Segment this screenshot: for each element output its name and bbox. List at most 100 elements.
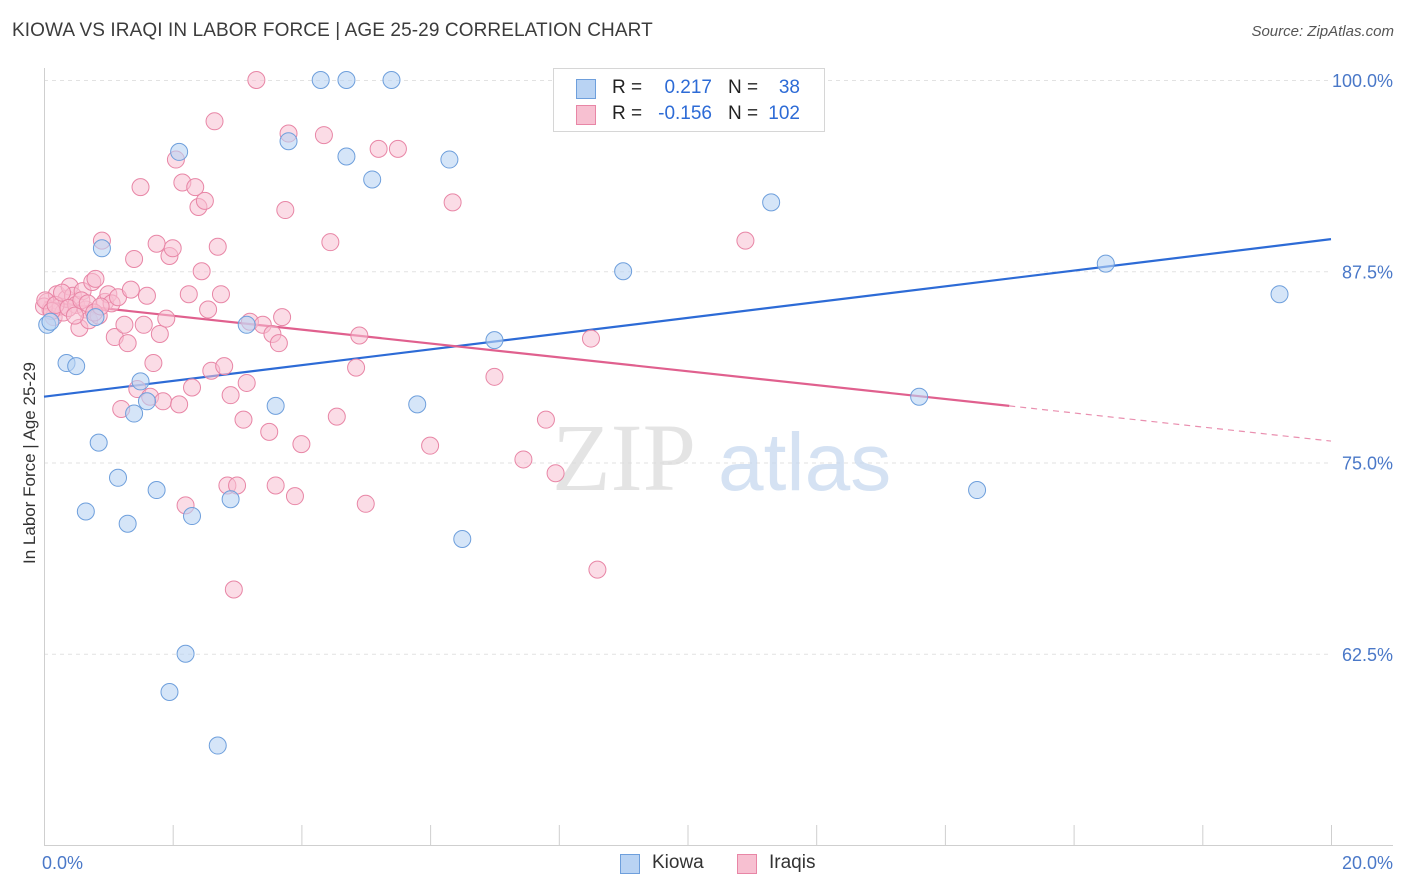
axes	[44, 68, 1393, 846]
x-tick-label: 20.0%	[1342, 853, 1393, 873]
y-axis-label: In Labor Force | Age 25-29	[20, 362, 39, 564]
iraqi-point	[65, 306, 84, 325]
iraqi-point	[266, 476, 285, 495]
kiowa-legend-swatch	[620, 854, 640, 874]
y-tick-label: 62.5%	[1342, 645, 1393, 665]
kiowa-point	[89, 433, 108, 452]
iraqi-point	[186, 178, 205, 197]
kiowa-point	[968, 481, 987, 500]
kiowa-point	[41, 312, 60, 331]
iraqi-point	[115, 315, 134, 334]
iraqi-point	[388, 139, 407, 158]
kiowa-legend-label: Kiowa	[652, 852, 704, 873]
iraqi-r-label: R =	[612, 103, 643, 124]
gridlines	[44, 80, 1331, 655]
kiowa-points	[38, 71, 1289, 755]
iraqi-point	[314, 126, 333, 145]
kiowa-point	[408, 395, 427, 414]
iraqi-point	[170, 395, 189, 414]
kiowa-point	[237, 315, 256, 334]
iraqi-point	[199, 300, 218, 319]
trend-lines	[43, 238, 1332, 442]
iraqi-point	[514, 450, 533, 469]
kiowa-swatch	[576, 79, 596, 99]
iraqi-point	[369, 139, 388, 158]
kiowa-point	[311, 71, 330, 89]
iraqi-point	[195, 191, 214, 210]
iraqi-point	[546, 464, 565, 483]
kiowa-point	[910, 387, 929, 406]
iraqi-point	[208, 237, 227, 256]
iraqi-swatch	[576, 105, 596, 125]
kiowa-r-label: R =	[612, 77, 643, 98]
iraqi-point	[247, 71, 266, 89]
iraqi-point	[260, 422, 279, 441]
iraqi-point	[121, 280, 140, 299]
iraqi-point	[443, 193, 462, 212]
kiowa-r-value: 0.217	[664, 77, 712, 98]
iraqi-point	[588, 560, 607, 579]
chart-title: KIOWA VS IRAQI IN LABOR FORCE | AGE 25-2…	[12, 20, 653, 41]
iraqi-point	[131, 178, 150, 197]
legend-row-iraqi: R = -0.156 N = 102	[554, 102, 824, 128]
kiowa-point	[76, 502, 95, 521]
kiowa-point	[266, 396, 285, 415]
kiowa-n-label: N =	[728, 77, 759, 98]
iraqi-point	[285, 487, 304, 506]
iraqi-point	[150, 324, 169, 343]
iraqi-legend-label: Iraqis	[769, 852, 816, 873]
iraqi-point	[276, 201, 295, 220]
kiowa-point	[208, 736, 227, 755]
kiowa-point	[440, 150, 459, 169]
y-tick-label: 75.0%	[1342, 454, 1393, 474]
legend-row-kiowa: R = 0.217 N = 38	[554, 76, 824, 102]
kiowa-point	[131, 372, 150, 391]
kiowa-point	[363, 170, 382, 189]
iraqi-point	[183, 378, 202, 397]
iraqi-point	[224, 580, 243, 599]
iraqi-point	[118, 334, 137, 353]
watermark-zip: ZIP	[552, 404, 696, 511]
iraqi-point	[581, 329, 600, 348]
iraqi-point	[221, 386, 240, 405]
iraqi-trend-line	[43, 300, 1010, 407]
kiowa-point	[86, 308, 105, 327]
kiowa-point	[118, 514, 137, 533]
iraqi-point	[356, 494, 375, 513]
iraqi-point	[137, 286, 156, 305]
iraqi-point	[273, 308, 292, 327]
iraqi-point	[237, 373, 256, 392]
iraqi-point	[205, 112, 224, 131]
kiowa-point	[279, 132, 298, 151]
kiowa-point	[176, 644, 195, 663]
kiowa-point	[614, 262, 633, 281]
iraqi-point	[125, 250, 144, 269]
kiowa-point	[109, 468, 128, 487]
iraqi-point	[321, 233, 340, 252]
iraqi-n-value: 102	[768, 103, 800, 124]
kiowa-point	[337, 71, 356, 89]
x-tick-label: 0.0%	[42, 853, 83, 873]
iraqi-point	[736, 231, 755, 250]
kiowa-point	[1096, 254, 1115, 273]
y-tick-label: 100.0%	[1332, 71, 1393, 91]
iraqi-point	[234, 410, 253, 429]
iraqi-r-value: -0.156	[658, 103, 712, 124]
iraqi-point	[192, 262, 211, 281]
kiowa-n-value: 38	[778, 77, 800, 98]
iraqi-point	[347, 358, 366, 377]
kiowa-point	[485, 331, 504, 350]
iraqi-point	[144, 354, 163, 373]
kiowa-point	[137, 392, 156, 411]
iraqi-point	[421, 436, 440, 455]
kiowa-point	[1270, 285, 1289, 304]
tick-labels: 62.5% 75.0% 87.5% 100.0% 0.0% 20.0%	[42, 71, 1393, 873]
kiowa-point	[183, 507, 202, 526]
iraqi-point	[327, 407, 346, 426]
kiowa-point	[221, 490, 240, 509]
kiowa-point	[67, 357, 86, 376]
iraqi-point	[215, 357, 234, 376]
iraqi-point	[157, 309, 176, 328]
kiowa-point	[125, 404, 144, 423]
